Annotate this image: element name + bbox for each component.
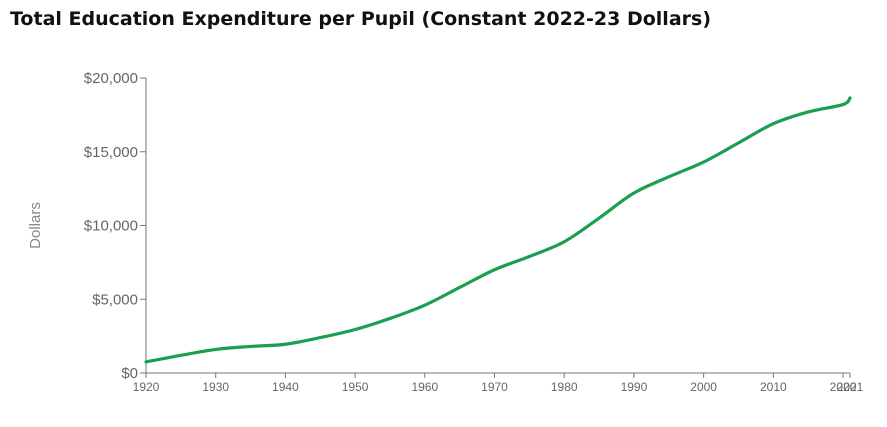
y-axis-title: Dollars [27,202,44,249]
x-tick-label: 1950 [342,380,369,394]
x-tick-label: 2021 [837,380,864,394]
x-tick-label: 1940 [272,380,299,394]
x-tick-label: 2020 [830,380,857,394]
y-tick-label: $0 [121,365,138,382]
x-tick-label: 2010 [760,380,787,394]
y-tick-label: $5,000 [92,291,138,308]
x-axis: 1920 1930 1940 1950 1960 1970 1980 1990 2000 2010… [133,372,864,394]
y-tick-label: $20,000 [84,70,138,87]
x-tick-label: 1990 [621,380,648,394]
y-axis: $0 $5,000 $10,000 $15,000 $20,000 [84,70,147,382]
x-tick-label: 1960 [411,380,438,394]
x-tick-label: 1970 [481,380,508,394]
x-tick-label: 1920 [133,380,160,394]
series-layer [144,96,852,364]
y-tick-label: $10,000 [84,218,138,235]
x-tick-label: 2000 [690,380,717,394]
y-tick-label: $15,000 [84,144,138,161]
series-line [144,96,852,364]
chart-title: Total Education Expenditure per Pupil (C… [10,8,712,30]
x-tick-label: 1930 [202,380,229,394]
x-tick-label: 1980 [551,380,578,394]
